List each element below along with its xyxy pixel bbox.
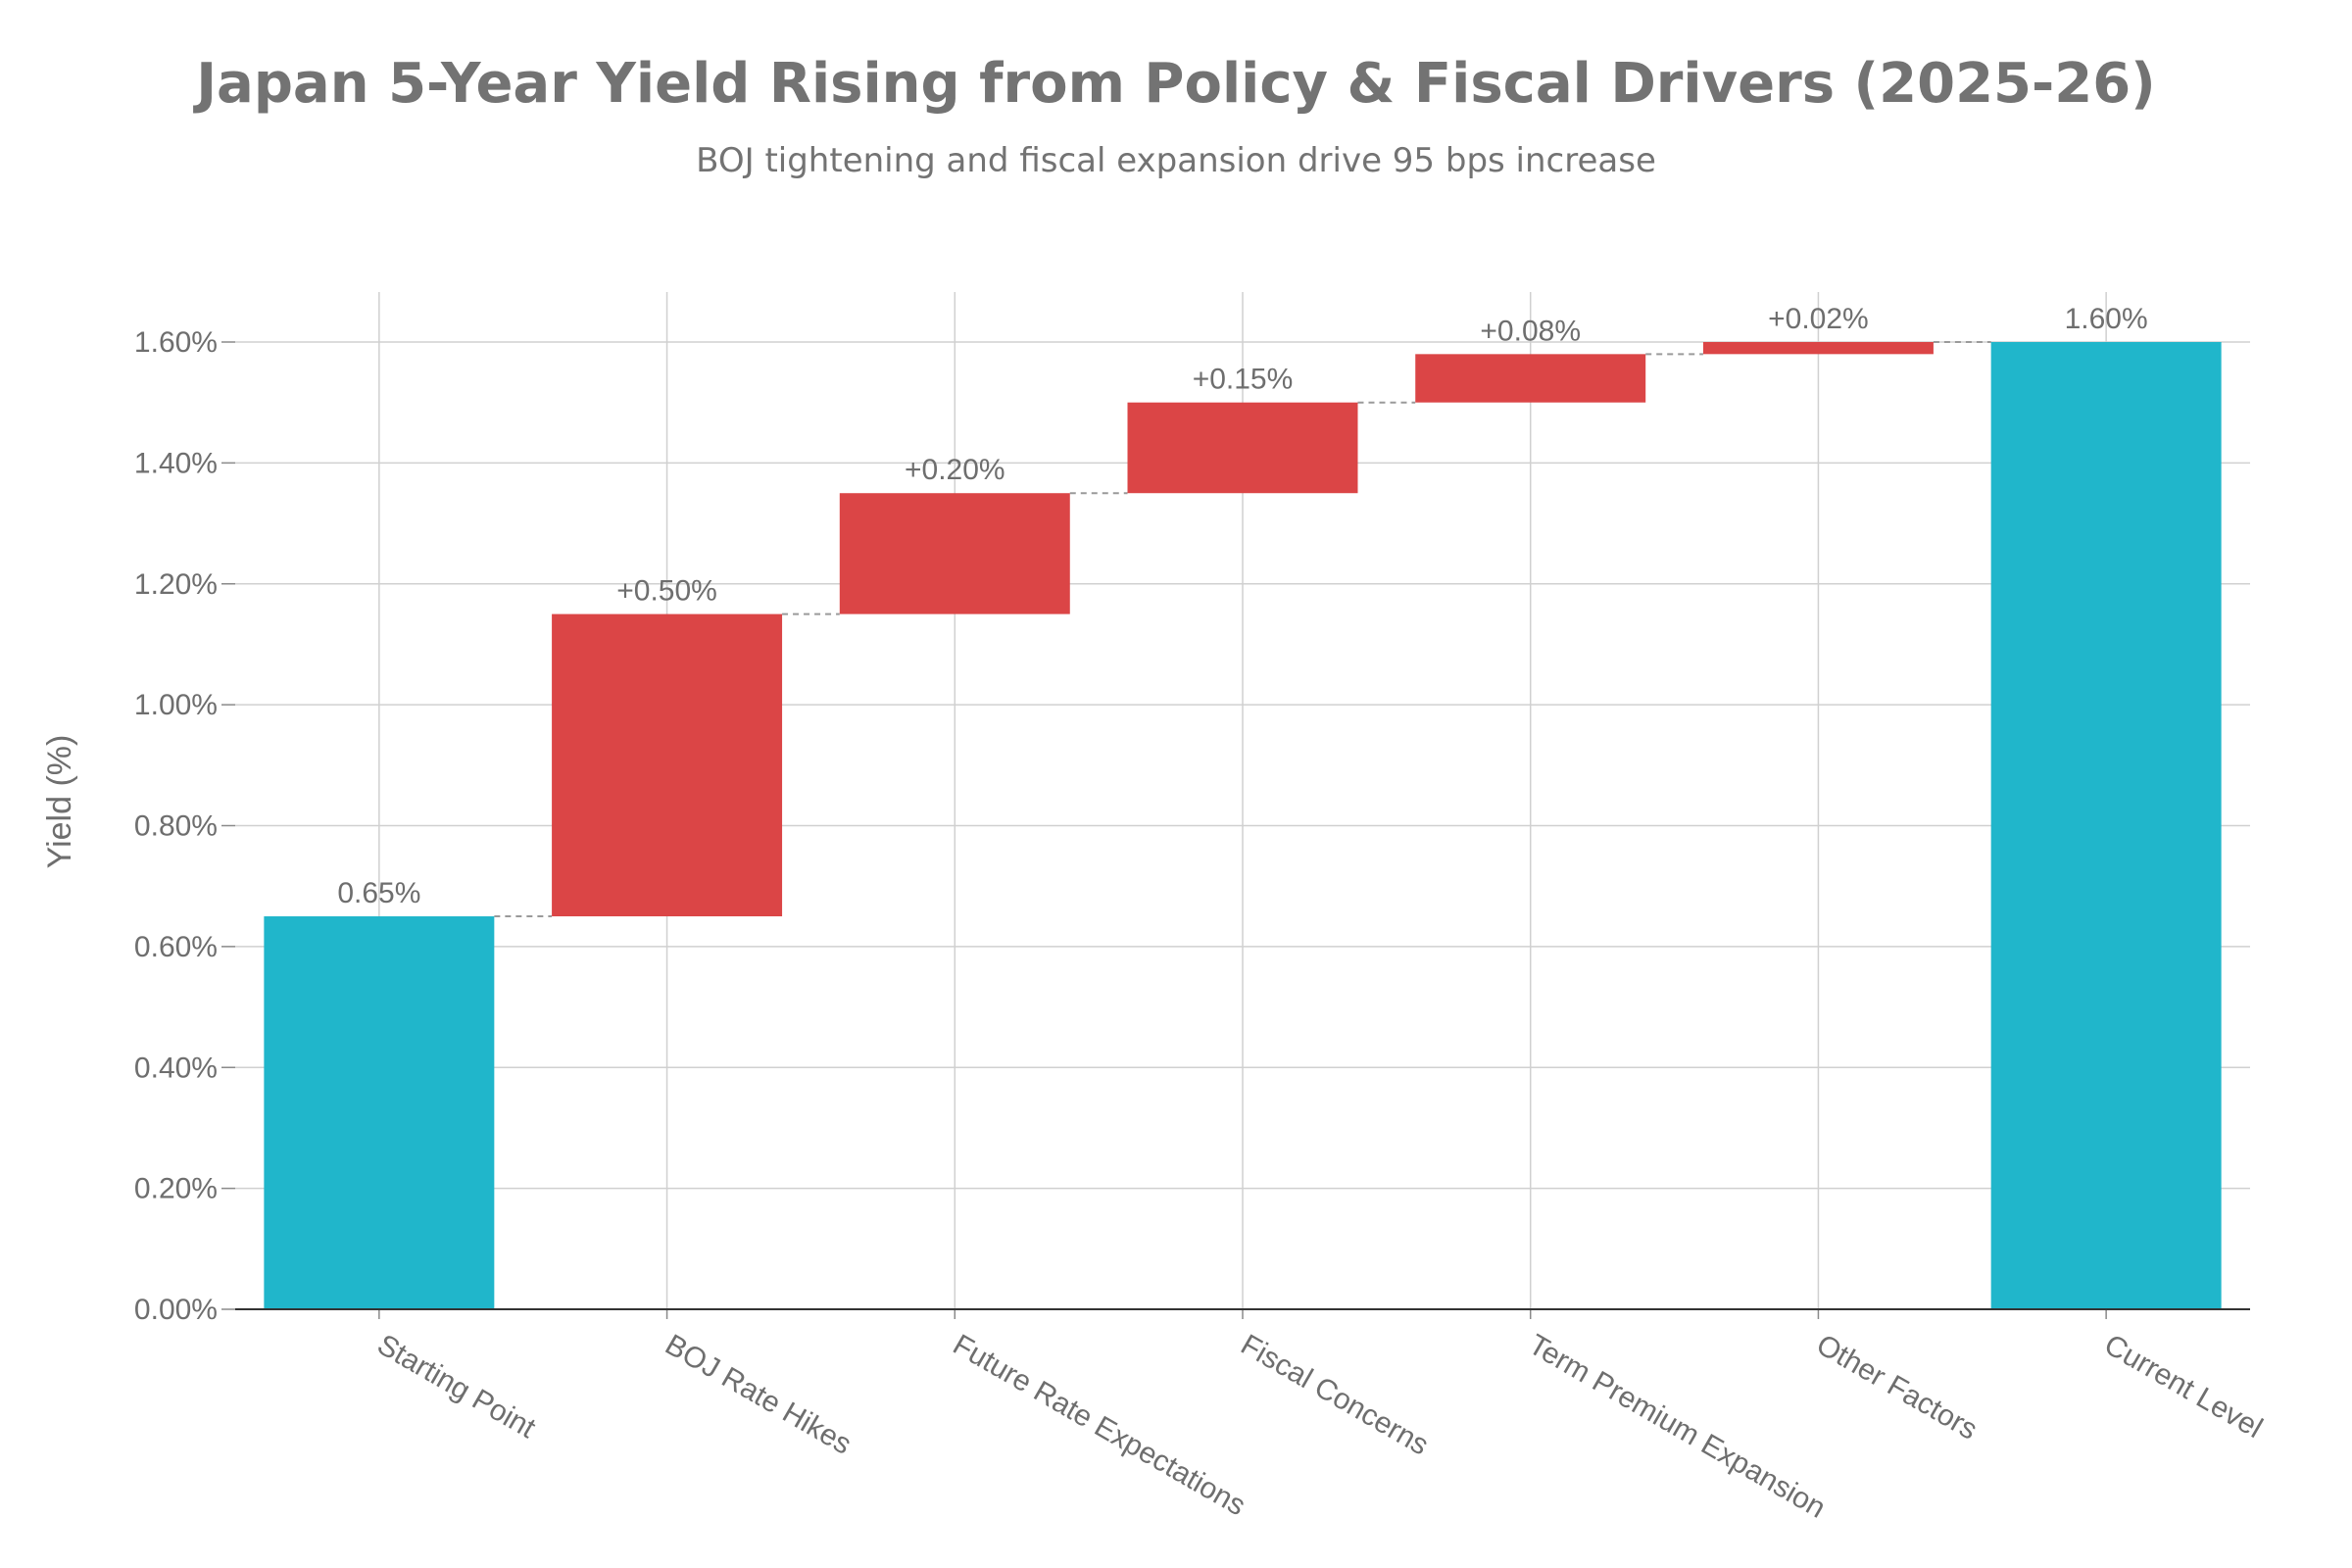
x-tick-label: Starting Point: [371, 1328, 541, 1445]
data-label: +0.50%: [616, 575, 717, 608]
x-tick-label: Term Premium Expansion: [1523, 1328, 1831, 1524]
bar-total: [264, 916, 495, 1309]
y-tick-label: 0.80%: [134, 810, 218, 843]
y-tick-label: 0.00%: [134, 1294, 218, 1326]
chart-subtitle: BOJ tightening and fiscal expansion driv…: [696, 141, 1656, 180]
y-tick-label: 0.20%: [134, 1173, 218, 1205]
data-label: +0.20%: [905, 454, 1005, 486]
data-label: 0.65%: [337, 877, 420, 909]
y-tick-label: 1.20%: [134, 568, 218, 601]
bars: [264, 342, 2222, 1309]
y-axis-label: Yield (%): [41, 735, 78, 869]
y-tick-label: 1.60%: [134, 326, 218, 359]
bar-increase: [1127, 402, 1358, 494]
y-tick-label: 1.40%: [134, 447, 218, 479]
chart-title: Japan 5-Year Yield Rising from Policy & …: [192, 52, 2156, 116]
bar-increase: [1415, 354, 1646, 403]
data-label: 1.60%: [2065, 303, 2148, 335]
x-tick-label: Other Factors: [1811, 1328, 1983, 1446]
data-label: +0.08%: [1480, 315, 1581, 347]
bar-total: [1990, 342, 2222, 1309]
bar-increase: [839, 493, 1070, 614]
y-tick-label: 0.60%: [134, 931, 218, 963]
y-tick-label: 0.40%: [134, 1052, 218, 1084]
connector-lines: [494, 341, 1991, 918]
y-axis-ticks: 0.00% 0.20% 0.40% 0.60% 0.80% 1.00% 1.20% 1.40%…: [134, 326, 235, 1326]
data-labels: 0.65% +0.50% +0.20% +0.15% +0.08% +0.02% 1.60%: [337, 303, 2147, 909]
x-tick-label: Current Level: [2099, 1328, 2268, 1445]
x-tick-label: Fiscal Concerns: [1236, 1328, 1435, 1461]
x-tick-label: Future Rate Expectations: [948, 1328, 1251, 1522]
x-axis-ticks: Starting Point BOJ Rate Hikes Future Rate …: [371, 1309, 2268, 1525]
bar-increase: [1702, 342, 1934, 355]
data-label: +0.02%: [1768, 303, 1869, 335]
x-tick-label: BOJ Rate Hikes: [660, 1328, 857, 1460]
y-tick-label: 1.00%: [134, 689, 218, 721]
data-label: +0.15%: [1193, 364, 1294, 396]
bar-increase: [552, 613, 783, 917]
